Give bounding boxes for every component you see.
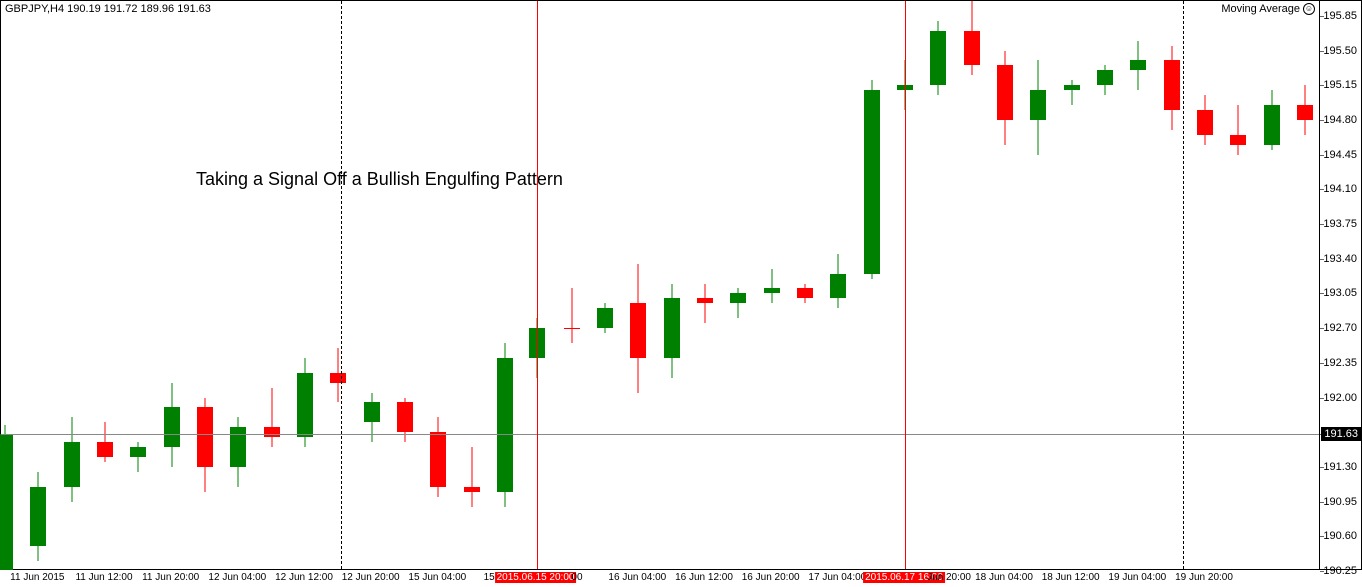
price-hline — [1, 434, 1319, 435]
candle-bull[interactable] — [497, 1, 513, 569]
candle-bull[interactable] — [664, 1, 680, 569]
y-tick-label: 190.95 — [1323, 496, 1357, 508]
x-tick-label: 17 Jun 04:00 — [808, 572, 866, 583]
candle-bear[interactable] — [330, 1, 346, 569]
candle-bear[interactable] — [797, 1, 813, 569]
candle-bear[interactable] — [697, 1, 713, 569]
x-tick-label: 15 Jun 04:00 — [408, 572, 466, 583]
x-tick-label: 16 Jun 12:00 — [675, 572, 733, 583]
candle-bull[interactable] — [764, 1, 780, 569]
candle-bull[interactable] — [1064, 1, 1080, 569]
candle-bull[interactable] — [1130, 1, 1146, 569]
candle-bull[interactable] — [164, 1, 180, 569]
y-tick-label: 193.75 — [1323, 218, 1357, 230]
y-tick-label: 192.00 — [1323, 392, 1357, 404]
x-tick-label: 12 Jun 04:00 — [208, 572, 266, 583]
x-tick-label: 16 Jun 20:00 — [742, 572, 800, 583]
x-tick-label: 11 Jun 12:00 — [75, 572, 132, 583]
y-tick-label: 194.10 — [1323, 183, 1357, 195]
y-tick-label: 195.85 — [1323, 10, 1357, 22]
candle-bear[interactable] — [564, 1, 580, 569]
y-tick-label: 193.40 — [1323, 253, 1357, 265]
candle-bull[interactable] — [864, 1, 880, 569]
marker-vline — [905, 1, 906, 569]
candle-bear[interactable] — [964, 1, 980, 569]
candle-bull[interactable] — [597, 1, 613, 569]
x-tick-label-highlight: 2015.06.15 20:00 — [495, 572, 577, 583]
candle-bear[interactable] — [197, 1, 213, 569]
current-price-box: 191.63 — [1321, 427, 1361, 441]
y-tick-label: 195.15 — [1323, 79, 1357, 91]
candle-bull[interactable] — [830, 1, 846, 569]
candle-bear[interactable] — [1164, 1, 1180, 569]
y-tick-label: 193.05 — [1323, 287, 1357, 299]
x-tick-label: 11 Jun 2015 — [10, 572, 64, 583]
y-axis: 190.25190.60190.95191.30191.63192.00192.… — [1320, 0, 1362, 570]
x-tick-label: 00 — [571, 572, 582, 583]
y-tick-label: 192.70 — [1323, 322, 1357, 334]
y-tick-label: 190.25 — [1323, 565, 1357, 577]
y-tick-label: 194.45 — [1323, 149, 1357, 161]
x-axis: 11 Jun 2015 11 Jun 12:00 11 Jun 20:00 12 Ju… — [0, 570, 1320, 587]
candle-bear[interactable] — [997, 1, 1013, 569]
candle-bear[interactable] — [1297, 1, 1313, 569]
candle-bull[interactable] — [1264, 1, 1280, 569]
candle-bull[interactable] — [1097, 1, 1113, 569]
candle-bull[interactable] — [0, 1, 13, 569]
x-tick-label: 18 Jun 04:00 — [975, 572, 1033, 583]
candle-bear[interactable] — [430, 1, 446, 569]
y-tick-label: 195.50 — [1323, 45, 1357, 57]
chart-container: GBPJPY,H4 190.19 191.72 189.96 191.63 Mo… — [0, 0, 1362, 587]
marker-vline — [537, 1, 538, 569]
y-tick-label: 194.80 — [1323, 114, 1357, 126]
candle-bull[interactable] — [30, 1, 46, 569]
candle-bear[interactable] — [630, 1, 646, 569]
x-tick-label: 19 Jun 20:00 — [1175, 572, 1233, 583]
x-tick-label: 18 Jun 12:00 — [1042, 572, 1100, 583]
candle-bear[interactable] — [1230, 1, 1246, 569]
candle-bear[interactable] — [464, 1, 480, 569]
x-tick-label: 11 Jun 20:00 — [142, 572, 199, 583]
x-tick-label: 16 Jun 04:00 — [608, 572, 666, 583]
x-tick-label: 12 Jun 12:00 — [275, 572, 333, 583]
candle-bull[interactable] — [730, 1, 746, 569]
y-tick-label: 192.35 — [1323, 357, 1357, 369]
candle-bull[interactable] — [230, 1, 246, 569]
x-tick-label: 12 Jun 20:00 — [342, 572, 400, 583]
candle-bear[interactable] — [264, 1, 280, 569]
period-separator — [341, 1, 342, 569]
candle-bear[interactable] — [1197, 1, 1213, 569]
chart-plot-area[interactable]: GBPJPY,H4 190.19 191.72 189.96 191.63 Mo… — [0, 0, 1320, 570]
x-tick-label: Jun 20:00 — [927, 572, 971, 583]
candle-bull[interactable] — [64, 1, 80, 569]
candle-bull[interactable] — [130, 1, 146, 569]
period-separator — [1183, 1, 1184, 569]
candle-bear[interactable] — [97, 1, 113, 569]
candle-bull[interactable] — [297, 1, 313, 569]
candle-bull[interactable] — [930, 1, 946, 569]
x-tick-label: 19 Jun 04:00 — [1108, 572, 1166, 583]
candle-bull[interactable] — [1030, 1, 1046, 569]
y-tick-label: 191.30 — [1323, 461, 1357, 473]
y-tick-label: 190.60 — [1323, 530, 1357, 542]
candle-bull[interactable] — [364, 1, 380, 569]
candle-bear[interactable] — [397, 1, 413, 569]
